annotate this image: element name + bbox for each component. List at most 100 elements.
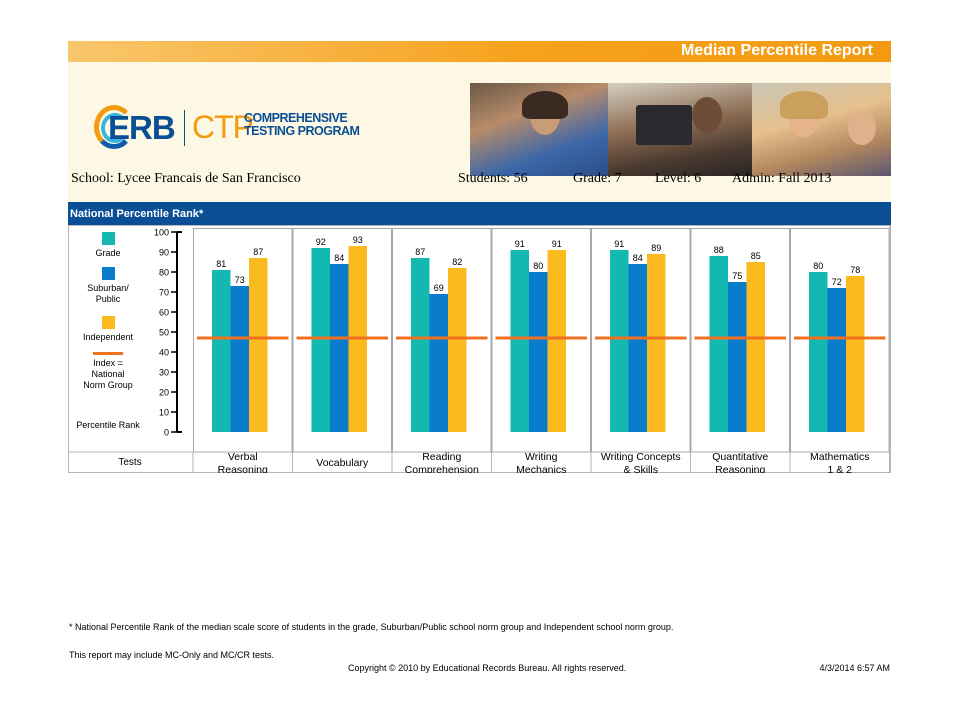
- report-header-strip: Median Percentile Report: [68, 41, 891, 62]
- legend-suburban: Suburban/ Public: [68, 267, 148, 305]
- ctp-logo-text: CTP: [192, 109, 254, 145]
- legend-grade-swatch: [101, 232, 115, 245]
- header-band: ERB CTP COMPREHENSIVE TESTING PROGRAM: [68, 62, 891, 202]
- test-category-label: Writing: [525, 451, 558, 463]
- chart-frame: [68, 225, 891, 473]
- test-category-label: Reading: [422, 451, 461, 463]
- bar-suburban-public: [330, 264, 349, 432]
- bar-independent: [846, 276, 865, 432]
- bar-suburban-public: [529, 272, 548, 432]
- legend-suburban-label-1: Suburban/: [87, 283, 129, 293]
- y-tick-label: 30: [159, 368, 169, 378]
- bar-value-label: 88: [714, 245, 724, 255]
- bar-value-label: 75: [732, 271, 742, 281]
- bar-value-label: 80: [813, 261, 823, 271]
- test-panel: [690, 228, 790, 453]
- bar-independent: [448, 268, 467, 432]
- legend-independent-swatch: [101, 316, 115, 329]
- bar-value-label: 82: [452, 257, 462, 267]
- test-category-label: Verbal: [228, 451, 258, 463]
- percentile-chart-svg: 1009080706050403020100Tests817387VerbalR…: [68, 225, 891, 473]
- y-tick-label: 80: [159, 268, 169, 278]
- student-photo-3: [752, 83, 891, 176]
- students-count: Students: 56: [458, 171, 528, 186]
- legend-percentile-rank: Percentile Rank: [68, 420, 148, 431]
- school-name: School: Lycee Francais de San Francisco: [71, 171, 301, 186]
- student-face-shape: [692, 97, 722, 133]
- erb-ctp-logo: ERB CTP COMPREHENSIVE TESTING PROGRAM: [94, 105, 360, 151]
- logo-divider: [184, 110, 185, 146]
- test-category-label: Writing Concepts: [601, 451, 681, 463]
- bar-value-label: 93: [353, 235, 363, 245]
- bar-suburban-public: [827, 288, 846, 432]
- bar-grade: [411, 258, 430, 432]
- test-panel: [193, 228, 293, 453]
- legend-grade: Grade: [68, 232, 148, 259]
- bar-independent: [249, 258, 268, 432]
- bar-value-label: 87: [415, 247, 425, 257]
- y-tick-label: 90: [159, 248, 169, 258]
- bar-grade: [809, 272, 828, 432]
- report-page: Median Percentile Report ERB CTP COMPREH…: [68, 41, 891, 473]
- bar-value-label: 89: [651, 243, 661, 253]
- bar-value-label: 84: [334, 253, 344, 263]
- report-date: 4/3/2014 6:57 AM: [819, 663, 890, 673]
- bar-value-label: 78: [850, 265, 860, 275]
- test-category-label: Quantitative: [712, 451, 768, 463]
- y-tick-label: 0: [164, 428, 169, 438]
- bar-value-label: 87: [253, 247, 263, 257]
- bar-suburban-public: [628, 264, 647, 432]
- test-category-label: Vocabulary: [316, 457, 369, 469]
- legend-suburban-swatch: [101, 267, 115, 280]
- student-photo-2: [608, 83, 752, 176]
- copyright: Copyright © 2010 by Educational Records …: [348, 663, 627, 673]
- percentile-rank-label: Percentile Rank: [76, 420, 140, 430]
- test-category-label: Reasoning: [715, 464, 765, 473]
- bar-suburban-public: [429, 294, 448, 432]
- y-tick-label: 50: [159, 328, 169, 338]
- ctp-program-line-1: COMPREHENSIVE: [244, 111, 348, 125]
- tests-label: Tests: [118, 457, 141, 468]
- student-hair-shape: [522, 91, 568, 119]
- bar-value-label: 91: [515, 239, 525, 249]
- bar-suburban-public: [728, 282, 747, 432]
- test-category-label: 1 & 2: [827, 464, 852, 473]
- bar-independent: [647, 254, 666, 432]
- student-face-shape: [848, 111, 876, 145]
- chart-legend: Grade Suburban/ Public Independent Index…: [68, 225, 156, 441]
- y-tick-label: 20: [159, 388, 169, 398]
- test-panel: [491, 228, 591, 453]
- ctp-program-line-2: TESTING PROGRAM: [244, 124, 360, 138]
- level-value: Level: 6: [655, 171, 702, 186]
- y-tick-label: 100: [154, 228, 169, 238]
- footnote: * National Percentile Rank of the median…: [69, 622, 674, 632]
- bar-grade: [510, 250, 529, 432]
- test-category-label: Comprehension: [405, 464, 479, 473]
- bar-independent: [746, 262, 765, 432]
- legend-index-label-2: National: [91, 369, 125, 379]
- report-info-row: School: Lycee Francais de San Francisco …: [68, 171, 891, 191]
- bar-value-label: 85: [751, 251, 761, 261]
- test-panel: [292, 228, 392, 453]
- y-tick-label: 60: [159, 308, 169, 318]
- legend-index: Index = National Norm Group: [68, 352, 148, 391]
- bar-value-label: 69: [434, 283, 444, 293]
- bar-grade: [610, 250, 629, 432]
- legend-index-line: [93, 352, 123, 355]
- legend-grade-label: Grade: [95, 248, 121, 258]
- test-category-label: Mathematics: [810, 451, 870, 463]
- percentile-chart: 100 90 80 70 60 50 40 30 20 10 0 Tests 81 73 87 Verbal R…: [68, 225, 891, 473]
- legend-index-label-1: Index =: [93, 358, 123, 368]
- ctp-program-name: COMPREHENSIVE TESTING PROGRAM: [244, 111, 360, 138]
- bar-grade: [311, 248, 330, 432]
- bar-grade: [709, 256, 728, 432]
- report-title: Median Percentile Report: [680, 42, 873, 59]
- test-category-label: Reasoning: [218, 464, 268, 473]
- disclaimer: This report may include MC-Only and MC/C…: [69, 650, 275, 660]
- test-panel: [392, 228, 492, 453]
- bar-value-label: 73: [235, 275, 245, 285]
- bar-value-label: 80: [533, 261, 543, 271]
- y-tick-label: 40: [159, 348, 169, 358]
- section-title-bar: National Percentile Rank*: [68, 202, 891, 225]
- admin-value: Admin: Fall 2013: [732, 171, 832, 186]
